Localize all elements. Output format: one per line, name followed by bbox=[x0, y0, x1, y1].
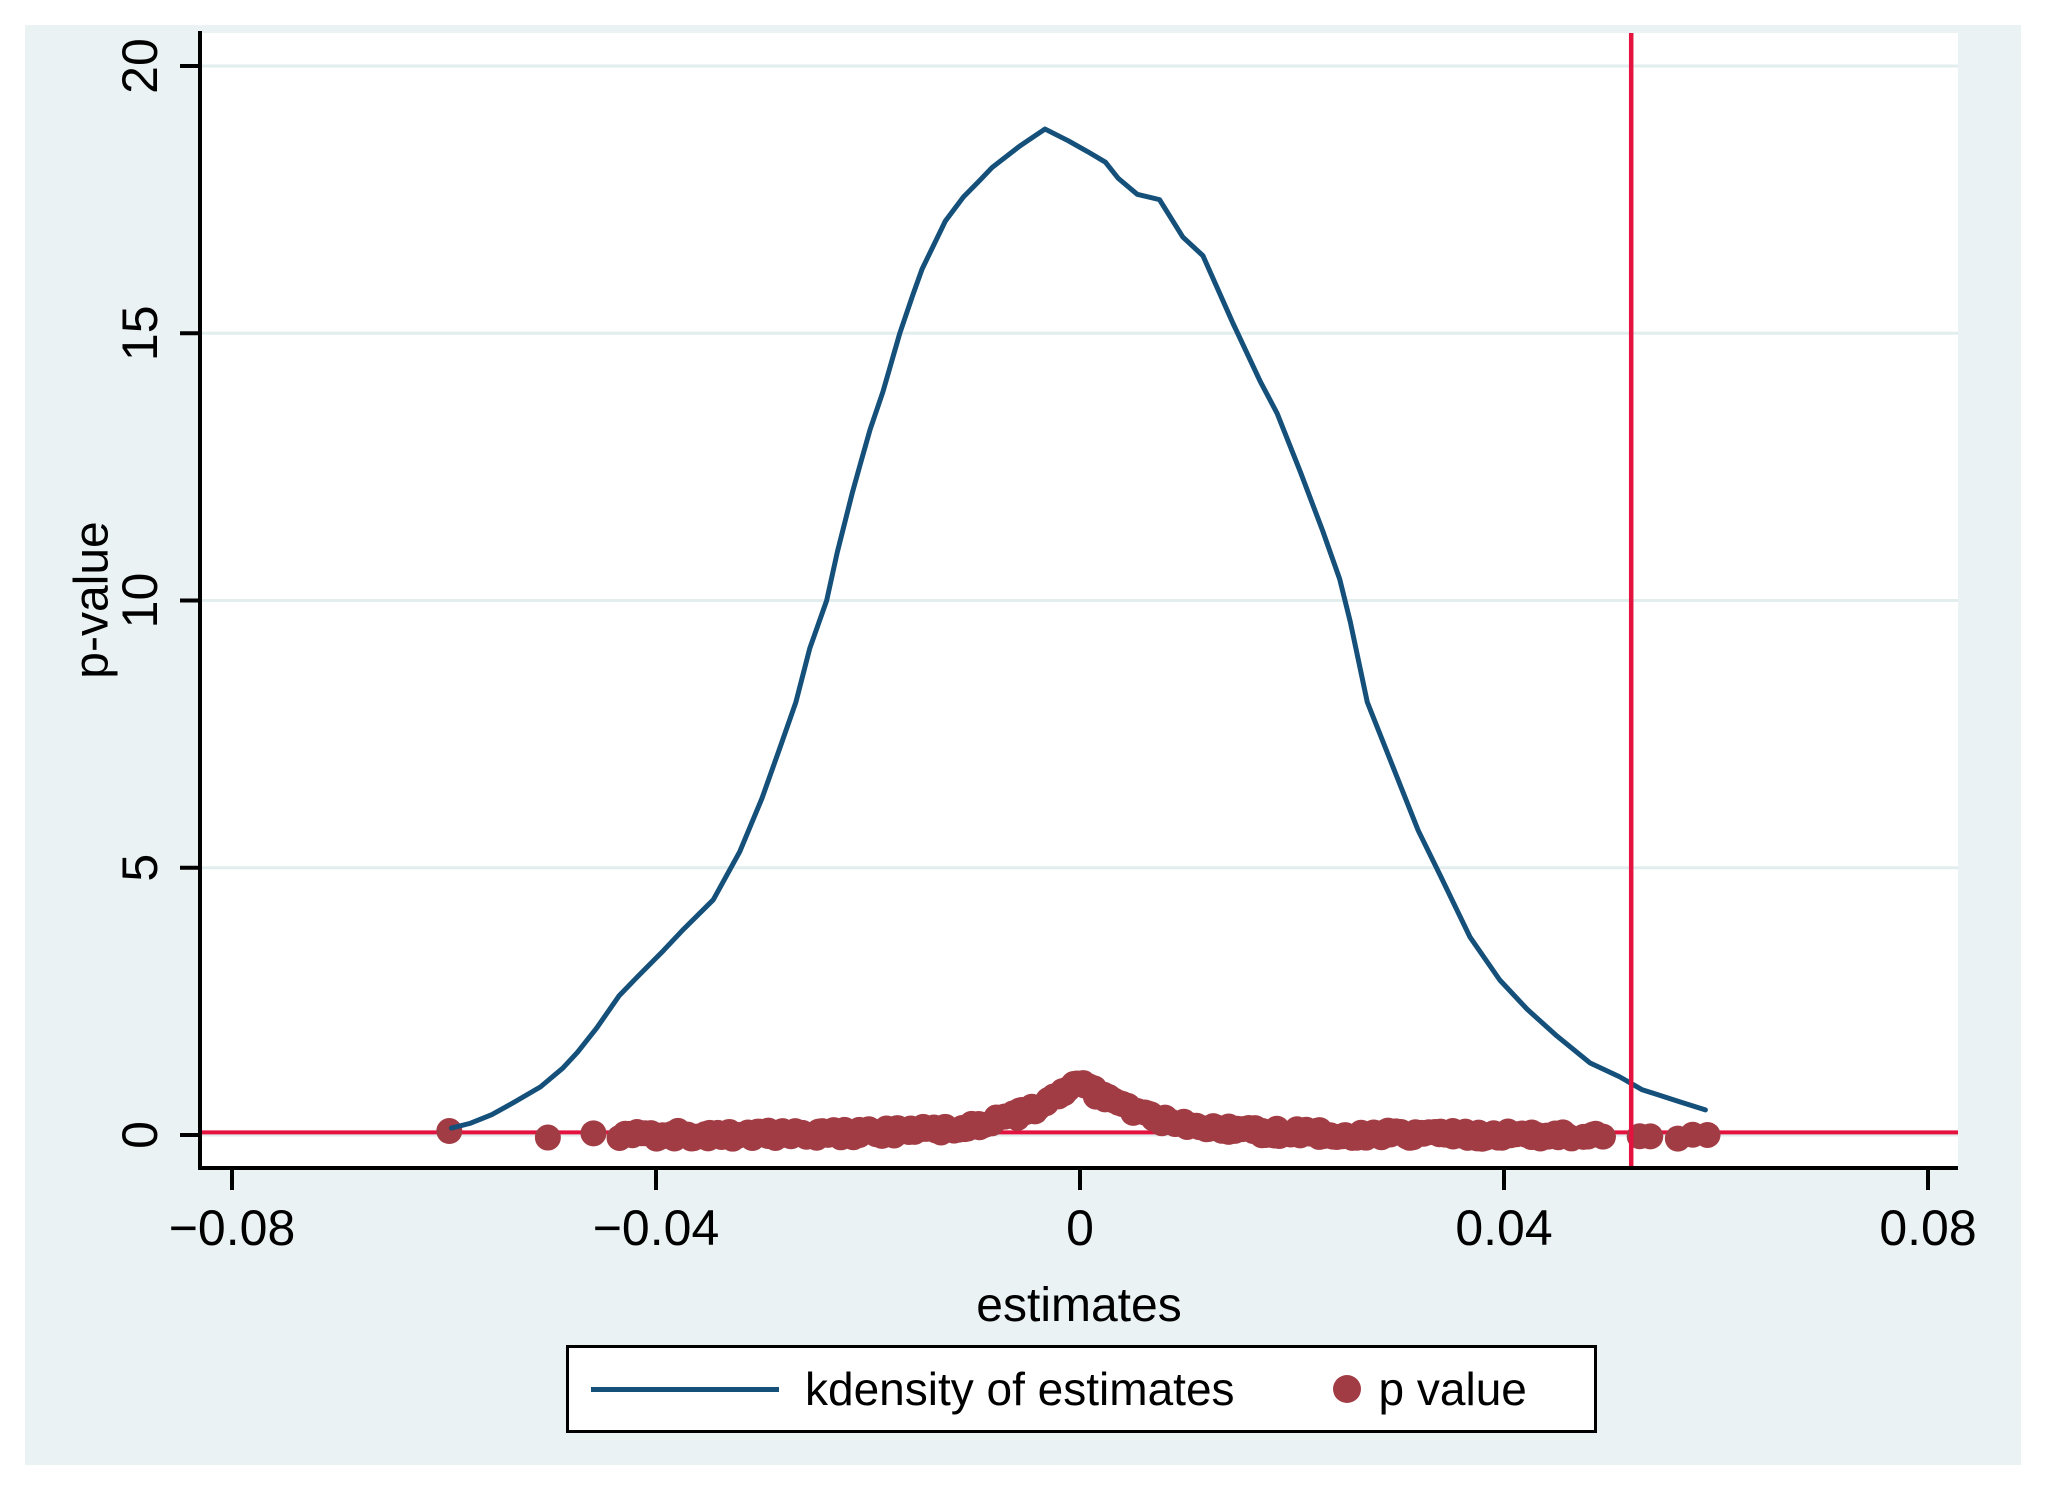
p-value-dot bbox=[1589, 1123, 1616, 1150]
x-tick-label-0: 0 bbox=[1066, 1200, 1094, 1256]
p-value-dot-swatch bbox=[1332, 1375, 1361, 1403]
y-tick-label-20: 20 bbox=[112, 38, 168, 94]
x-tick-label--0.08: −0.08 bbox=[169, 1200, 296, 1256]
y-tick-label-15: 15 bbox=[112, 305, 168, 361]
x-axis-title: estimates bbox=[976, 1279, 1182, 1332]
p-value-legend-label: p value bbox=[1378, 1363, 1527, 1415]
kdensity-curve bbox=[448, 126, 1708, 1131]
y-axis-title: p-value bbox=[65, 521, 119, 679]
y-tick-label-10: 10 bbox=[112, 573, 168, 629]
kdensity-legend-label: kdensity of estimates bbox=[805, 1363, 1235, 1415]
p-value-dot bbox=[534, 1124, 561, 1151]
y-tick-label-5: 5 bbox=[112, 854, 168, 882]
p-value-dot bbox=[1694, 1121, 1721, 1148]
legend: kdensity of estimates p value bbox=[566, 1345, 1597, 1433]
p-value-dot bbox=[436, 1118, 463, 1145]
x-tick-label--0.04: −0.04 bbox=[593, 1200, 720, 1256]
x-tick-label-0.08: 0.08 bbox=[1879, 1200, 1976, 1256]
x-tick-label-0.04: 0.04 bbox=[1455, 1200, 1552, 1256]
p-value-dot bbox=[580, 1120, 607, 1147]
p-value-dot bbox=[1637, 1123, 1664, 1150]
kdensity-line-swatch bbox=[591, 1386, 779, 1392]
y-tick-label-0: 0 bbox=[112, 1121, 168, 1149]
